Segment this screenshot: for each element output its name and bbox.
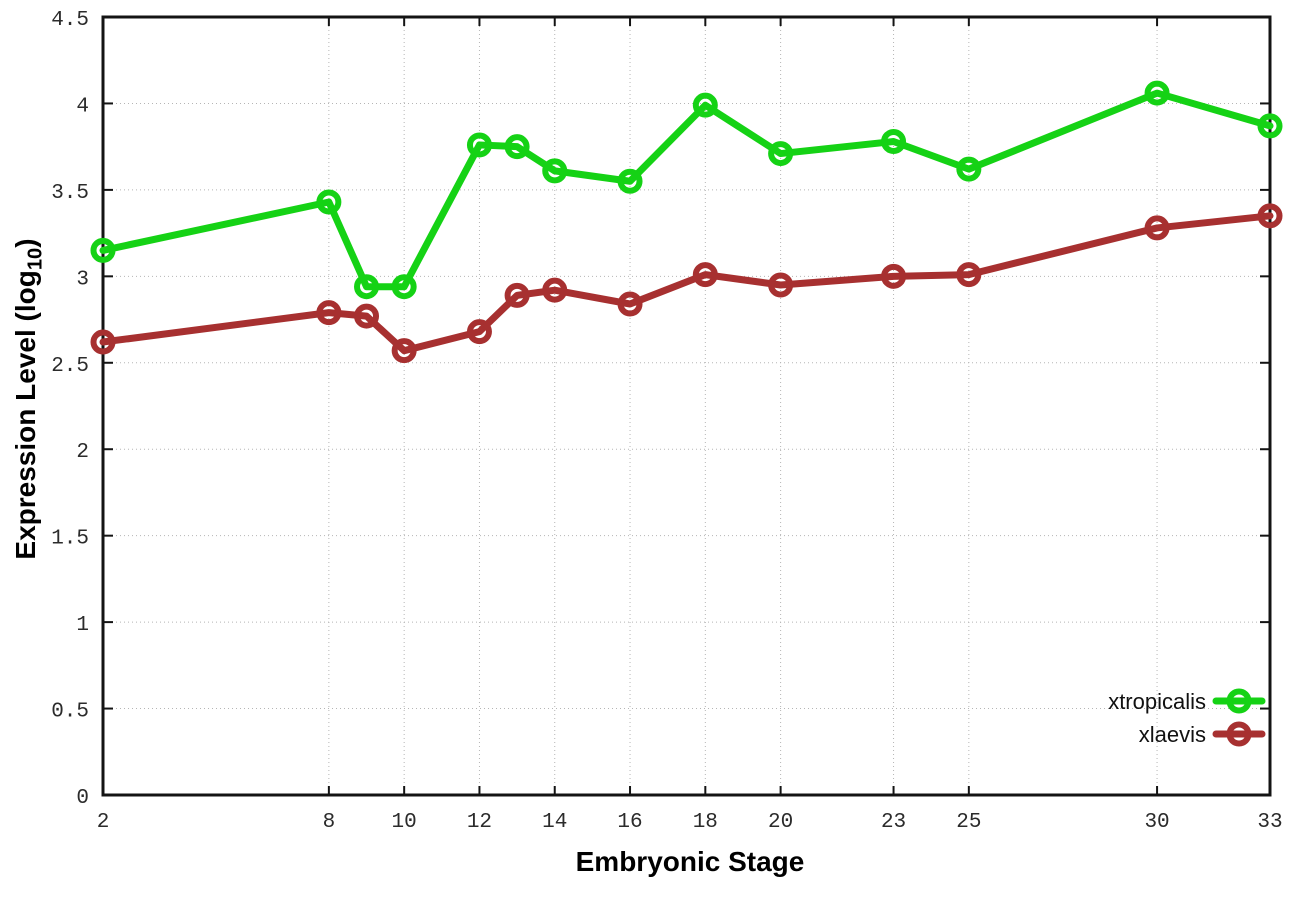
x-tick-label: 33	[1257, 811, 1282, 834]
data-point-xtropicalis	[881, 128, 907, 154]
x-tick-label: 18	[693, 811, 718, 834]
x-tick-label: 10	[392, 811, 417, 834]
data-point-xlaevis	[391, 338, 417, 364]
data-point-xlaevis	[881, 263, 907, 289]
data-point-xtropicalis	[354, 274, 380, 300]
y-axis-title: Expression Level (log10)	[9, 169, 47, 629]
data-point-xtropicalis	[1257, 113, 1283, 139]
data-point-xlaevis	[316, 300, 342, 326]
data-point-xtropicalis	[1144, 80, 1170, 106]
data-point-xtropicalis	[768, 141, 794, 167]
series-line-xlaevis	[99, 212, 1274, 355]
data-point-xlaevis	[90, 329, 116, 355]
y-axis-title-subscript: 10	[24, 247, 47, 271]
y-axis-title-text: Expression Level (log	[10, 270, 41, 560]
y-tick-label: 3.5	[51, 182, 89, 205]
data-point-xlaevis	[617, 291, 643, 317]
data-point-xlaevis	[1144, 215, 1170, 241]
x-tick-label: 25	[956, 811, 981, 834]
x-tick-label: 23	[881, 811, 906, 834]
x-axis-title: Embryonic Stage	[575, 846, 805, 877]
y-tick-label: 0.5	[51, 701, 89, 724]
y-tick-label: 3	[76, 268, 89, 291]
data-point-xtropicalis	[391, 274, 417, 300]
x-tick-label: 14	[542, 811, 567, 834]
y-axis-title-suffix: )	[10, 238, 41, 248]
y-tick-label: 4	[76, 95, 89, 118]
x-tick-label: 12	[467, 811, 492, 834]
data-point-xlaevis	[466, 319, 492, 345]
y-tick-label: 1.5	[51, 528, 89, 551]
x-tick-label: 20	[768, 811, 793, 834]
data-point-xlaevis	[768, 272, 794, 298]
data-point-xtropicalis	[956, 156, 982, 182]
data-point-xtropicalis	[90, 237, 116, 263]
data-point-xlaevis	[354, 303, 380, 329]
data-point-xlaevis	[1257, 203, 1283, 229]
data-point-xtropicalis	[542, 158, 568, 184]
data-point-xlaevis	[692, 262, 718, 288]
data-point-xtropicalis	[316, 189, 342, 215]
y-tick-label: 0	[76, 787, 89, 810]
series-line-xtropicalis	[99, 89, 1274, 291]
data-point-xtropicalis	[466, 132, 492, 158]
data-point-xtropicalis	[504, 134, 530, 160]
x-tick-label: 16	[617, 811, 642, 834]
y-tick-label: 2	[76, 441, 89, 464]
legend-sample-marker-xtropicalis	[1226, 688, 1252, 714]
data-point-xlaevis	[956, 262, 982, 288]
plot-border	[101, 15, 1272, 797]
data-point-xtropicalis	[692, 92, 718, 118]
data-point-xtropicalis	[617, 168, 643, 194]
x-tick-label: 8	[323, 811, 336, 834]
legend-label-xlaevis: xlaevis	[1139, 722, 1206, 747]
legend-label-xtropicalis: xtropicalis	[1108, 689, 1206, 714]
data-point-xlaevis	[542, 277, 568, 303]
legend-sample-marker-xlaevis	[1226, 721, 1252, 747]
x-tick-label: 30	[1144, 811, 1169, 834]
y-tick-label: 4.5	[51, 9, 89, 32]
x-tick-label: 2	[97, 811, 110, 834]
y-tick-label: 1	[76, 614, 89, 637]
data-point-xlaevis	[504, 282, 530, 308]
y-tick-label: 2.5	[51, 355, 89, 378]
